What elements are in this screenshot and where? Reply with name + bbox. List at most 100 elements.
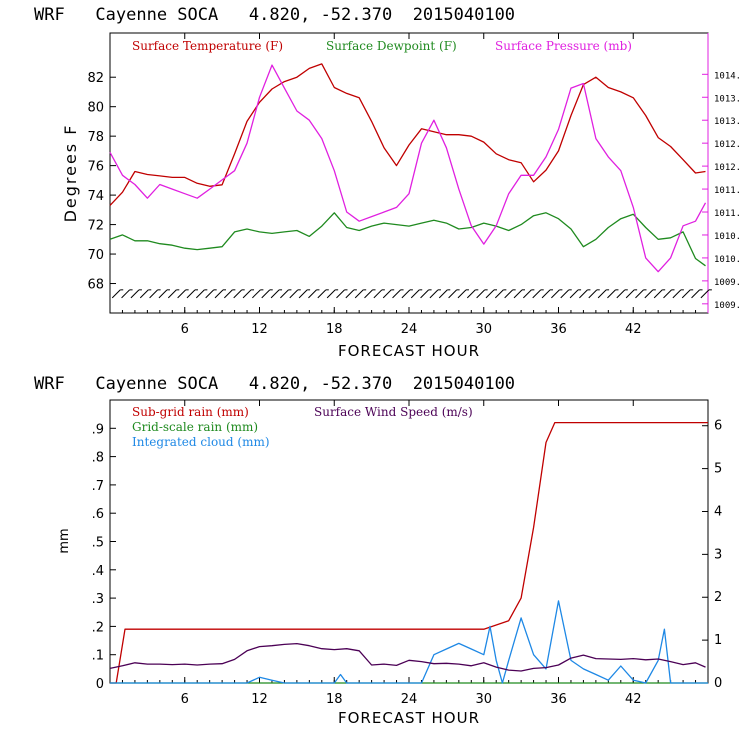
wind-barb xyxy=(485,289,495,299)
series-line-surface-wind-speed-m-s xyxy=(109,642,706,672)
y2-tick-label: 1013.5 xyxy=(714,94,740,104)
y-tick-label: 78 xyxy=(87,130,104,145)
wind-barb xyxy=(597,289,607,299)
wind-barb xyxy=(523,289,532,299)
y-tick-label: .9 xyxy=(92,422,104,437)
y-tick-label: .1 xyxy=(92,649,104,664)
wind-barb xyxy=(177,289,186,299)
y-tick-label: .6 xyxy=(92,507,104,522)
y-tick-label: 0 xyxy=(96,677,104,692)
wind-barb xyxy=(588,289,598,299)
legend-sub-grid-rain: Sub-grid rain (mm) xyxy=(132,405,249,419)
wind-barb xyxy=(308,289,317,299)
wind-barb xyxy=(373,289,383,299)
chart2-title: WRF Cayenne SOCA 4.820, -52.370 20150401… xyxy=(34,374,515,394)
chart1-title: WRF Cayenne SOCA 4.820, -52.370 20150401… xyxy=(34,5,515,25)
wind-barb xyxy=(345,289,355,299)
x-tick-label: 24 xyxy=(401,692,418,707)
wind-barbs xyxy=(111,289,712,299)
x-tick-label: 12 xyxy=(251,692,268,707)
wind-barb xyxy=(644,289,654,299)
y2-tick-label: 1011.5 xyxy=(714,186,740,196)
wind-barb xyxy=(569,289,579,299)
chart1-series xyxy=(109,63,707,273)
wind-barb xyxy=(392,289,401,299)
x-tick-label: 30 xyxy=(475,692,492,707)
y2-tick-label: 0 xyxy=(714,676,722,691)
series-line-sub-grid-rain-mm xyxy=(110,421,708,684)
wind-barb xyxy=(298,289,308,299)
wind-barb xyxy=(195,289,205,299)
chart1-legend: Surface Temperature (F) Surface Dewpoint… xyxy=(132,39,632,53)
series-line-surface-temperature-f xyxy=(109,63,706,206)
y2-tick-label: 1012.5 xyxy=(714,140,740,150)
wind-barb xyxy=(663,289,672,299)
wind-barb xyxy=(635,289,644,299)
wind-barb xyxy=(607,289,616,299)
y-tick-label: 82 xyxy=(87,71,104,86)
wind-barb xyxy=(139,289,149,299)
wind-barb xyxy=(111,289,121,299)
wind-barb xyxy=(252,289,261,299)
y2-tick-label: 5 xyxy=(714,462,722,477)
wind-barb xyxy=(317,289,327,299)
wind-barb xyxy=(186,289,196,299)
y2-tick-label: 2 xyxy=(714,590,722,605)
chart2-series xyxy=(109,421,708,684)
x-tick-label: 36 xyxy=(550,692,567,707)
wind-barb xyxy=(167,289,177,299)
y2-tick-label: 6 xyxy=(714,419,722,434)
wind-barb xyxy=(448,289,457,299)
y2-tick-label: 1010.5 xyxy=(714,232,740,242)
y-tick-label: 72 xyxy=(87,219,104,234)
legend-grid-scale-rain: Grid-scale rain (mm) xyxy=(132,420,258,434)
y-tick-label: 74 xyxy=(87,189,104,204)
chart1-xlabel: FORECAST HOUR xyxy=(338,342,480,360)
y-tick-label: .4 xyxy=(92,564,104,579)
x-tick-label: 42 xyxy=(625,692,642,707)
wind-barb xyxy=(551,289,560,299)
chart2-xlabel: FORECAST HOUR xyxy=(338,709,480,727)
y2-tick-label: 1013.0 xyxy=(714,117,740,127)
x-tick-label: 18 xyxy=(326,322,343,337)
x-tick-label: 12 xyxy=(251,322,268,337)
wind-barb xyxy=(289,289,299,299)
wind-barb xyxy=(681,289,691,299)
wind-barb xyxy=(261,289,271,299)
wind-barb xyxy=(382,289,392,299)
y2-tick-label: 1009.0 xyxy=(714,301,740,311)
wind-barb xyxy=(130,289,140,299)
y2-tick-label: 4 xyxy=(714,504,722,519)
wind-barb xyxy=(233,289,243,299)
chart2-legend: Sub-grid rain (mm) Grid-scale rain (mm) … xyxy=(132,405,473,449)
legend-surface-temperature: Surface Temperature (F) xyxy=(132,39,283,53)
wind-barb xyxy=(494,289,504,299)
wind-barb xyxy=(504,289,514,299)
legend-surface-wind-speed: Surface Wind Speed (m/s) xyxy=(314,405,473,419)
wind-barb xyxy=(691,289,700,299)
chart2-ylabel: mm xyxy=(57,528,72,553)
wind-barb xyxy=(429,289,439,299)
x-tick-label: 6 xyxy=(181,692,189,707)
x-tick-label: 24 xyxy=(401,322,418,337)
y-tick-label: .5 xyxy=(92,536,104,551)
wind-barb xyxy=(149,289,158,299)
chart1-frame xyxy=(109,32,709,314)
wind-barb xyxy=(224,289,233,299)
wind-barb xyxy=(326,289,336,299)
x-tick-label: 6 xyxy=(181,322,189,337)
x-tick-label: 30 xyxy=(475,322,492,337)
wind-barb xyxy=(410,289,420,299)
wind-barb xyxy=(560,289,570,299)
wind-barb xyxy=(401,289,411,299)
y2-tick-label: 1010.0 xyxy=(714,255,740,265)
wind-barb xyxy=(354,289,364,299)
wind-barb xyxy=(420,289,429,299)
legend-surface-pressure: Surface Pressure (mb) xyxy=(495,39,632,53)
series-line-surface-dewpoint-f xyxy=(109,212,706,267)
wind-barb xyxy=(205,289,215,299)
wind-barb xyxy=(214,289,224,299)
series-line-integrated-cloud-mm xyxy=(110,600,708,684)
wind-barb xyxy=(466,289,476,299)
wind-barb xyxy=(121,289,130,299)
